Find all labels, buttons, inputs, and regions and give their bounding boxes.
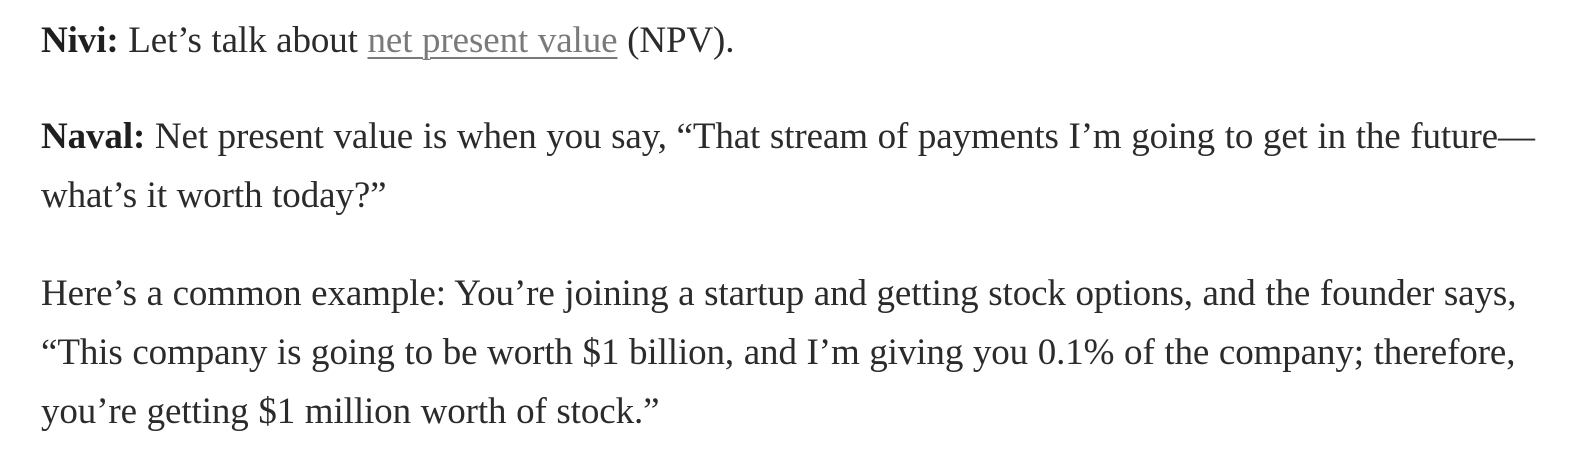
paragraph-text: Here’s a common example: You’re joining … <box>41 273 1517 432</box>
paragraph-text: Net present value is when you say, “That… <box>41 116 1535 216</box>
paragraph-text: Let’s talk about <box>118 20 368 61</box>
paragraph-example: Here’s a common example: You’re joining … <box>41 264 1544 441</box>
paragraph-naval-definition: Naval: Net present value is when you say… <box>41 107 1544 225</box>
speaker-label-naval: Naval: <box>41 116 146 157</box>
paragraph-nivi-intro: Nivi: Let’s talk about net present value… <box>41 11 1544 70</box>
speaker-label-nivi: Nivi: <box>41 20 119 61</box>
paragraph-text: (NPV). <box>617 20 735 61</box>
net-present-value-link[interactable]: net present value <box>367 20 618 61</box>
